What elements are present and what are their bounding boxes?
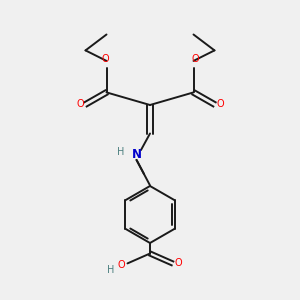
Text: O: O [216, 99, 224, 110]
Text: O: O [101, 54, 109, 64]
Text: O: O [191, 54, 199, 64]
Text: H: H [117, 147, 124, 157]
Text: O: O [175, 258, 182, 268]
Text: O: O [117, 260, 125, 270]
Text: H: H [107, 265, 115, 275]
Text: O: O [76, 99, 84, 110]
Text: N: N [131, 148, 142, 161]
